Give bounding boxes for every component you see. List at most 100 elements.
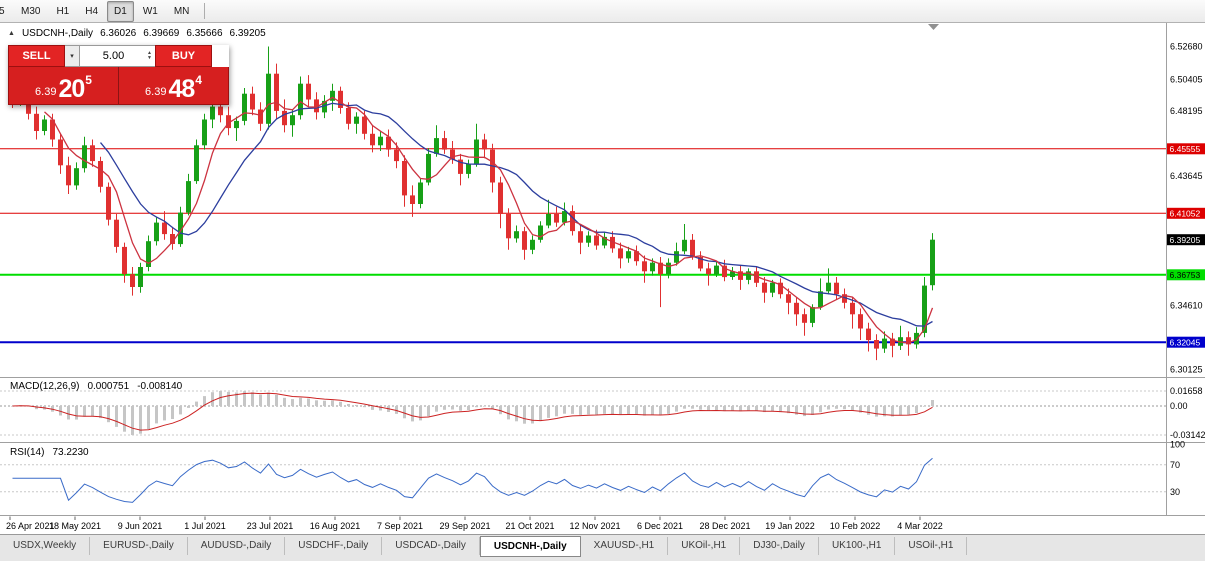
buy-price-sup: 4 bbox=[195, 73, 202, 87]
volume-down-icon[interactable]: ▼ bbox=[147, 55, 152, 61]
candle bbox=[538, 225, 543, 240]
macd-bar bbox=[675, 406, 678, 412]
macd-bar bbox=[195, 401, 198, 406]
candle bbox=[922, 285, 927, 333]
tab-usoil-h1[interactable]: USOil-,H1 bbox=[895, 537, 968, 555]
macd-axis-label: 0.00 bbox=[1170, 401, 1188, 411]
macd-main-value: 0.000751 bbox=[87, 381, 130, 392]
timeframe-button-h1[interactable]: H1 bbox=[56, 5, 70, 17]
ohlc-high: 6.39669 bbox=[143, 28, 180, 39]
candle bbox=[202, 119, 207, 146]
volume-stepper[interactable]: ▲ ▼ bbox=[145, 47, 154, 65]
volume-input[interactable] bbox=[80, 46, 155, 66]
candle bbox=[602, 236, 607, 246]
chart-tabs-bar: USDX,Weekly EURUSD-,Daily AUDUSD-,Daily USD… bbox=[0, 534, 1205, 561]
price-axis-label: 6.30125 bbox=[1170, 365, 1203, 375]
chart-title: ▲ USDCNH-,Daily 6.36026 6.39669 6.35666 … bbox=[8, 28, 266, 39]
macd-bar bbox=[739, 406, 742, 412]
price-chart-svg[interactable]: 6.52680 6.50405 6.48195 6.43645 6.34610 6.301… bbox=[0, 23, 1205, 534]
tab-usdx-weekly[interactable]: USDX,Weekly bbox=[0, 537, 91, 555]
macd-bar bbox=[267, 392, 270, 406]
candle bbox=[130, 274, 135, 287]
candle bbox=[762, 282, 767, 293]
macd-indicator-label: MACD(12,26,9) 0.000751 -0.008140 bbox=[10, 381, 182, 392]
macd-bar bbox=[443, 406, 446, 410]
date-label: 6 Dec 2021 bbox=[637, 521, 683, 531]
tab-usdcnh-daily[interactable]: USDCNH-,Daily bbox=[479, 536, 581, 557]
candle bbox=[178, 212, 183, 245]
sell-price-big: 20 bbox=[58, 75, 85, 103]
macd-bar bbox=[235, 392, 238, 406]
candle bbox=[306, 83, 311, 100]
macd-bar bbox=[683, 406, 686, 409]
trade-panel-controls: SELL ▾ ▲ ▼ BUY bbox=[8, 45, 229, 67]
macd-bar bbox=[467, 406, 470, 411]
tab-eurusd-daily[interactable]: EURUSD-,Daily bbox=[90, 537, 188, 555]
candle bbox=[114, 219, 119, 247]
timeframe-button-m30[interactable]: M30 bbox=[21, 5, 41, 17]
macd-bar bbox=[755, 406, 758, 411]
buy-price[interactable]: 6.39 48 4 bbox=[119, 67, 228, 104]
macd-bar bbox=[915, 406, 918, 413]
chart-symbol-period: USDCNH-,Daily bbox=[21, 28, 94, 39]
macd-bar bbox=[923, 406, 926, 407]
tab-ukoil-h1[interactable]: UKOil-,H1 bbox=[668, 537, 741, 555]
macd-bar bbox=[283, 397, 286, 406]
timeframe-button-h4[interactable]: H4 bbox=[85, 5, 99, 17]
timeframe-toolbar: 5 M30 H1 H4 D1 W1 MN bbox=[0, 0, 1205, 23]
macd-bar bbox=[435, 406, 438, 412]
tab-usdcad-daily[interactable]: USDCAD-,Daily bbox=[382, 537, 480, 555]
date-label: 16 Aug 2021 bbox=[310, 521, 361, 531]
macd-bar bbox=[419, 406, 422, 421]
macd-bar bbox=[67, 406, 70, 420]
candle bbox=[82, 145, 87, 169]
macd-bar bbox=[731, 406, 734, 411]
macd-bar bbox=[203, 396, 206, 406]
current-price-tag bbox=[1167, 234, 1205, 246]
candle bbox=[442, 138, 447, 150]
buy-price-big: 48 bbox=[168, 75, 195, 103]
macd-bar bbox=[403, 406, 406, 419]
trade-panel-prices: 6.39 20 5 6.39 48 4 bbox=[8, 67, 229, 105]
timeframe-button-5[interactable]: 5 bbox=[0, 1, 12, 22]
tab-dj30-daily[interactable]: DJ30-,Daily bbox=[740, 537, 819, 555]
macd-bar bbox=[483, 406, 486, 407]
candle bbox=[234, 120, 239, 129]
sell-price[interactable]: 6.39 20 5 bbox=[9, 67, 119, 104]
macd-bar bbox=[427, 406, 430, 417]
timeframe-button-mn[interactable]: MN bbox=[173, 5, 190, 17]
ma-slow-line bbox=[99, 102, 933, 327]
candle bbox=[786, 294, 791, 303]
candle bbox=[138, 267, 143, 287]
tab-uk100-h1[interactable]: UK100-,H1 bbox=[819, 537, 896, 555]
candle bbox=[330, 90, 335, 101]
timeframe-button-w1[interactable]: W1 bbox=[142, 5, 158, 17]
macd-bar bbox=[707, 406, 710, 411]
candle bbox=[578, 231, 583, 243]
volume-dropdown-button[interactable]: ▾ bbox=[65, 45, 80, 67]
tab-usdchf-daily[interactable]: USDCHF-,Daily bbox=[285, 537, 383, 555]
rsi-axis-label: 100 bbox=[1170, 440, 1185, 450]
buy-button[interactable]: BUY bbox=[155, 45, 212, 67]
timeframe-button-d1[interactable]: D1 bbox=[107, 0, 134, 22]
candle bbox=[554, 214, 559, 223]
macd-bar bbox=[75, 406, 78, 420]
macd-bar bbox=[515, 406, 518, 422]
sell-button[interactable]: SELL bbox=[8, 45, 65, 67]
macd-bar bbox=[99, 406, 102, 419]
tab-xauusd-h1[interactable]: XAUUSD-,H1 bbox=[581, 537, 669, 555]
macd-bar bbox=[931, 400, 934, 406]
macd-bar bbox=[867, 406, 870, 415]
volume-up-icon[interactable]: ▲ bbox=[147, 50, 152, 56]
macd-bar bbox=[275, 394, 278, 406]
macd-bar bbox=[371, 406, 374, 410]
macd-bar bbox=[491, 406, 494, 410]
candle bbox=[826, 282, 831, 292]
tab-audusd-daily[interactable]: AUDUSD-,Daily bbox=[188, 537, 286, 555]
candle bbox=[50, 119, 55, 140]
candle bbox=[818, 291, 823, 308]
hline-price-tag-text: 6.45555 bbox=[1170, 144, 1201, 154]
candle bbox=[722, 265, 727, 278]
date-label: 23 Jul 2021 bbox=[247, 521, 294, 531]
candle bbox=[674, 251, 679, 263]
